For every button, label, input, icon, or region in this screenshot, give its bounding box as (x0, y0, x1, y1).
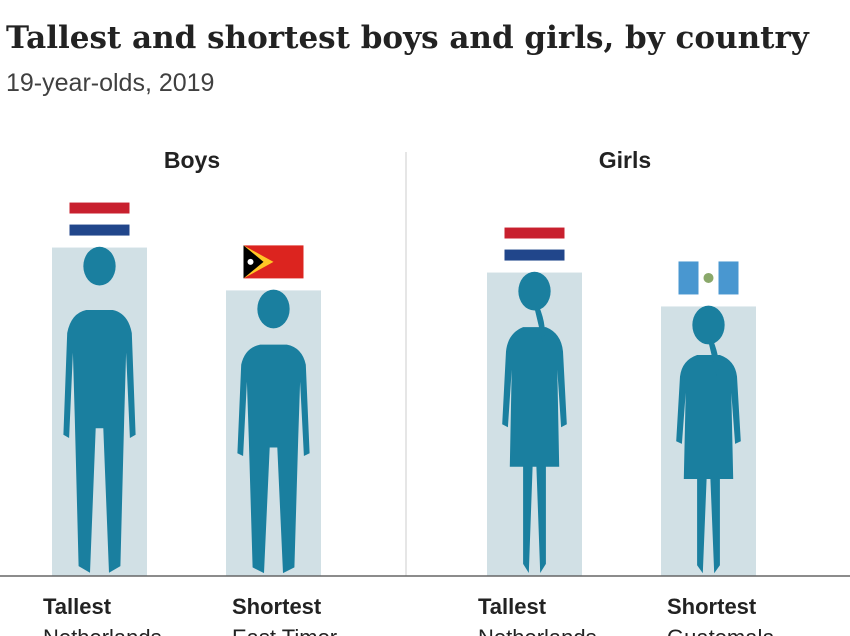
figure (502, 327, 567, 573)
country-label: East Timor (232, 625, 337, 636)
flag (243, 245, 304, 279)
figure-head (257, 289, 290, 329)
figure (237, 344, 310, 574)
flag-stripe (69, 202, 130, 214)
figure-head (692, 305, 725, 345)
flag (69, 202, 130, 236)
bar-label: Shortest (667, 594, 757, 619)
bar-label: Tallest (43, 594, 112, 619)
chart-title: Tallest and shortest boys and girls, by … (6, 20, 810, 56)
flag (678, 261, 739, 295)
flag-stripe (69, 213, 130, 225)
flag-star (247, 258, 254, 265)
figure-head (518, 271, 551, 311)
figure (676, 354, 741, 574)
group-label: Girls (599, 147, 651, 173)
country-label: Netherlands (478, 625, 597, 636)
country-label: Guatemala (667, 625, 775, 636)
flag-emblem (703, 272, 714, 283)
group-label: Boys (164, 147, 220, 173)
flag-stripe (504, 238, 565, 250)
flag-stripe (504, 249, 565, 261)
bar-label: Tallest (478, 594, 547, 619)
figure-head (83, 246, 116, 286)
flag-stripe (718, 261, 739, 295)
figure-hair (534, 304, 545, 342)
flag (504, 227, 565, 261)
bar-label: Shortest (232, 594, 322, 619)
flag-stripe (678, 261, 699, 295)
flag-stripe (504, 227, 565, 239)
flag-stripe (69, 224, 130, 236)
figure-hair (708, 338, 719, 376)
country-label: Netherlands (43, 625, 162, 636)
figure (63, 309, 136, 573)
chart-subtitle: 19-year-olds, 2019 (6, 69, 214, 97)
